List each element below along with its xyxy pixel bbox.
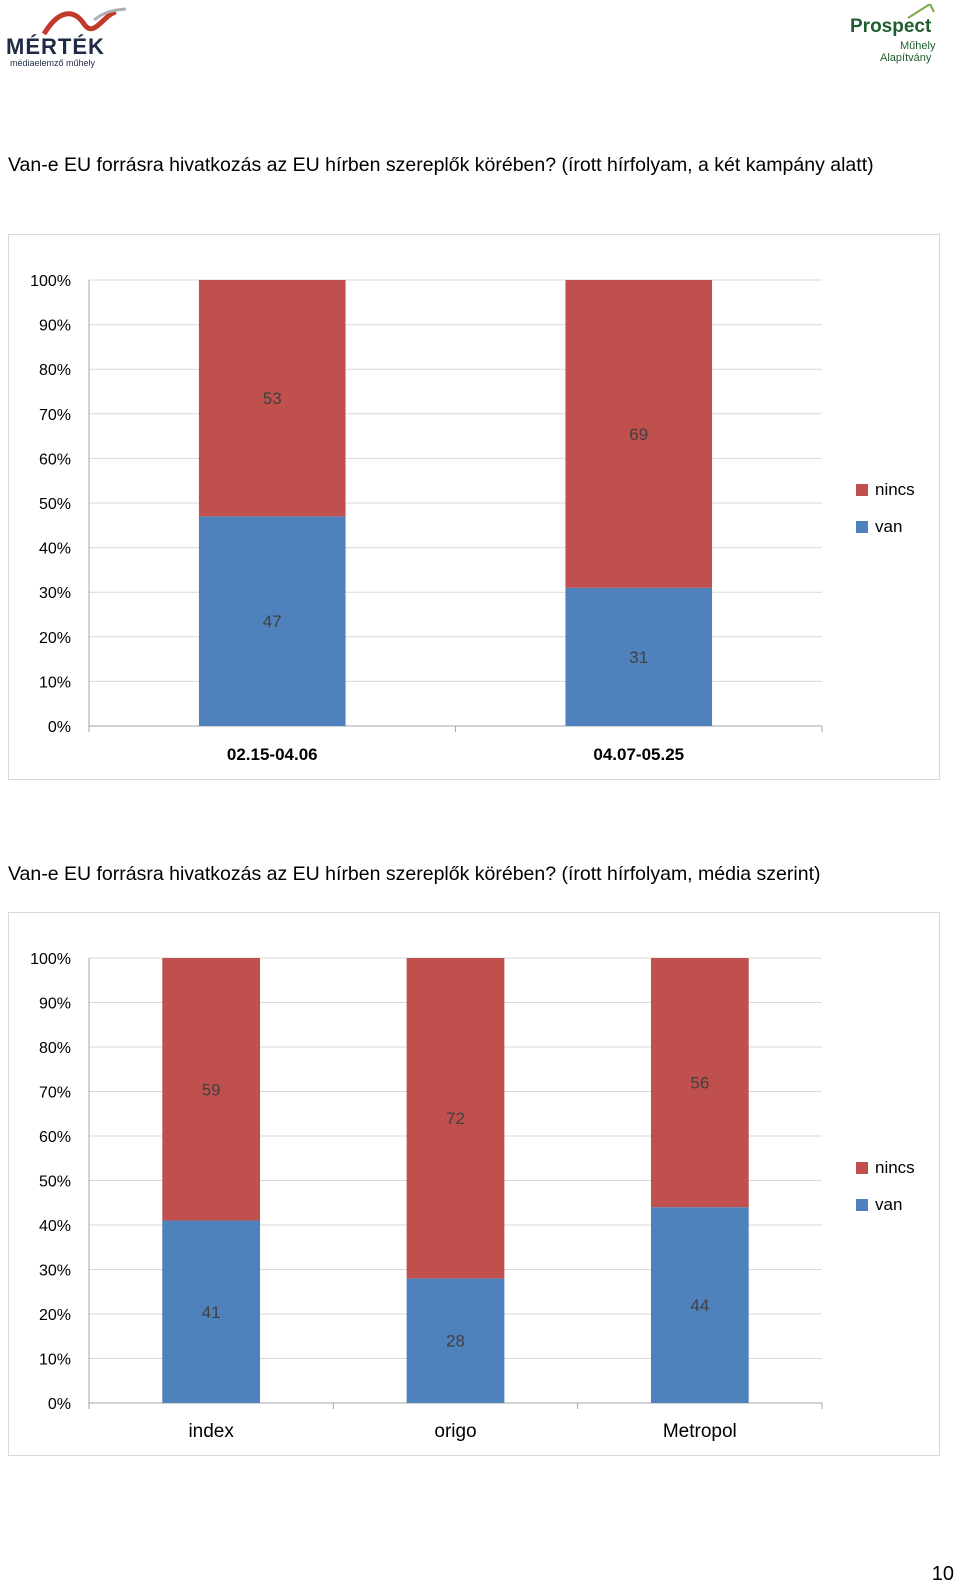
- y-tick-label: 40%: [39, 1218, 71, 1235]
- y-tick-label: 10%: [39, 1352, 71, 1369]
- legend-swatch-van: [856, 521, 868, 533]
- y-tick-label: 20%: [39, 630, 71, 647]
- y-tick-label: 60%: [39, 1129, 71, 1146]
- bar-nincs-1: [198, 280, 346, 517]
- data-label-nincs-3: 56: [690, 1074, 709, 1093]
- legend-label-nincs: nincs: [875, 1158, 915, 1177]
- y-tick-label: 80%: [39, 362, 71, 379]
- y-tick-label: 100%: [30, 273, 71, 290]
- y-tick-label: 10%: [39, 674, 71, 691]
- y-tick-label: 60%: [39, 451, 71, 468]
- chart-1: 0% 10% 20% 30% 40% 50% 60% 70% 80% 90% 100% 47 53 02.…: [30, 273, 915, 764]
- y-tick-label: 40%: [39, 541, 71, 558]
- merték-logo: MÉRTÉK médiaelemző műhely: [4, 4, 134, 68]
- bar-nincs-1: [162, 958, 261, 1221]
- y-tick-label: 100%: [30, 951, 71, 968]
- chart-2-caption: Van-e EU forrásra hivatkozás az EU hírbe…: [8, 863, 821, 885]
- chart-1-caption: Van-e EU forrásra hivatkozás az EU hírbe…: [8, 154, 874, 176]
- logo-left-subtitle: médiaelemző műhely: [10, 58, 96, 68]
- data-label-van-3: 44: [690, 1296, 709, 1315]
- data-label-nincs-2: 72: [446, 1109, 465, 1128]
- data-label-nincs-1: 53: [263, 389, 282, 408]
- logo-left-title: MÉRTÉK: [6, 34, 105, 59]
- y-tick-label: 30%: [39, 1263, 71, 1280]
- bar-van-1: [198, 516, 346, 726]
- y-tick-label: 0%: [48, 1396, 71, 1413]
- prospect-logo: Prospect Műhely Alapítvány: [850, 3, 956, 68]
- bar-nincs-2: [406, 958, 505, 1279]
- merték-logo-graphic: [41, 7, 127, 36]
- legend-swatch-nincs: [856, 1162, 868, 1174]
- category-label: 02.15-04.06: [227, 745, 318, 764]
- y-tick-label: 90%: [39, 996, 71, 1013]
- data-label-van-2: 31: [629, 648, 648, 667]
- chart-1-frame: 0% 10% 20% 30% 40% 50% 60% 70% 80% 90% 100% 47 53 02.…: [8, 234, 940, 780]
- legend-label-nincs: nincs: [875, 480, 915, 499]
- prospect-logo-graphic: [907, 3, 935, 19]
- bar-van-2: [406, 1278, 505, 1403]
- y-tick-label: 30%: [39, 585, 71, 602]
- bar-nincs-3: [650, 958, 749, 1208]
- legend-swatch-van: [856, 1199, 868, 1211]
- logo-right-title: Prospect: [850, 16, 932, 37]
- y-tick-label: 70%: [39, 407, 71, 424]
- legend-label-van: van: [875, 1195, 902, 1214]
- y-tick-label: 50%: [39, 1174, 71, 1191]
- data-label-van-1: 47: [263, 612, 282, 631]
- page-number: 10: [931, 1563, 954, 1585]
- legend-label-van: van: [875, 517, 902, 536]
- category-label: Metropol: [663, 1421, 737, 1442]
- chart-2-frame: 0% 10% 20% 30% 40% 50% 60% 70% 80% 90% 100% 41 59 ind…: [8, 912, 940, 1456]
- data-label-nincs-2: 69: [629, 425, 648, 444]
- y-tick-label: 0%: [48, 719, 71, 736]
- bar-van-1: [162, 1220, 261, 1403]
- y-tick-label: 70%: [39, 1085, 71, 1102]
- bar-nincs-2: [565, 280, 713, 588]
- data-label-nincs-1: 59: [202, 1080, 221, 1099]
- category-label: index: [188, 1421, 234, 1442]
- y-tick-label: 50%: [39, 496, 71, 513]
- logo-right-subtitle-1: Műhely: [900, 40, 936, 52]
- category-label: 04.07-05.25: [593, 745, 684, 764]
- y-tick-label: 90%: [39, 318, 71, 335]
- bar-van-2: [565, 587, 713, 726]
- y-tick-label: 80%: [39, 1040, 71, 1057]
- y-tick-label: 20%: [39, 1307, 71, 1324]
- chart-2: 0% 10% 20% 30% 40% 50% 60% 70% 80% 90% 100% 41 59 ind…: [30, 951, 915, 1442]
- logo-right-subtitle-2: Alapítvány: [880, 52, 932, 64]
- data-label-van-2: 28: [446, 1332, 465, 1351]
- category-label: origo: [434, 1421, 476, 1442]
- legend-swatch-nincs: [856, 484, 868, 496]
- bar-van-3: [650, 1207, 749, 1403]
- data-label-van-1: 41: [202, 1303, 221, 1322]
